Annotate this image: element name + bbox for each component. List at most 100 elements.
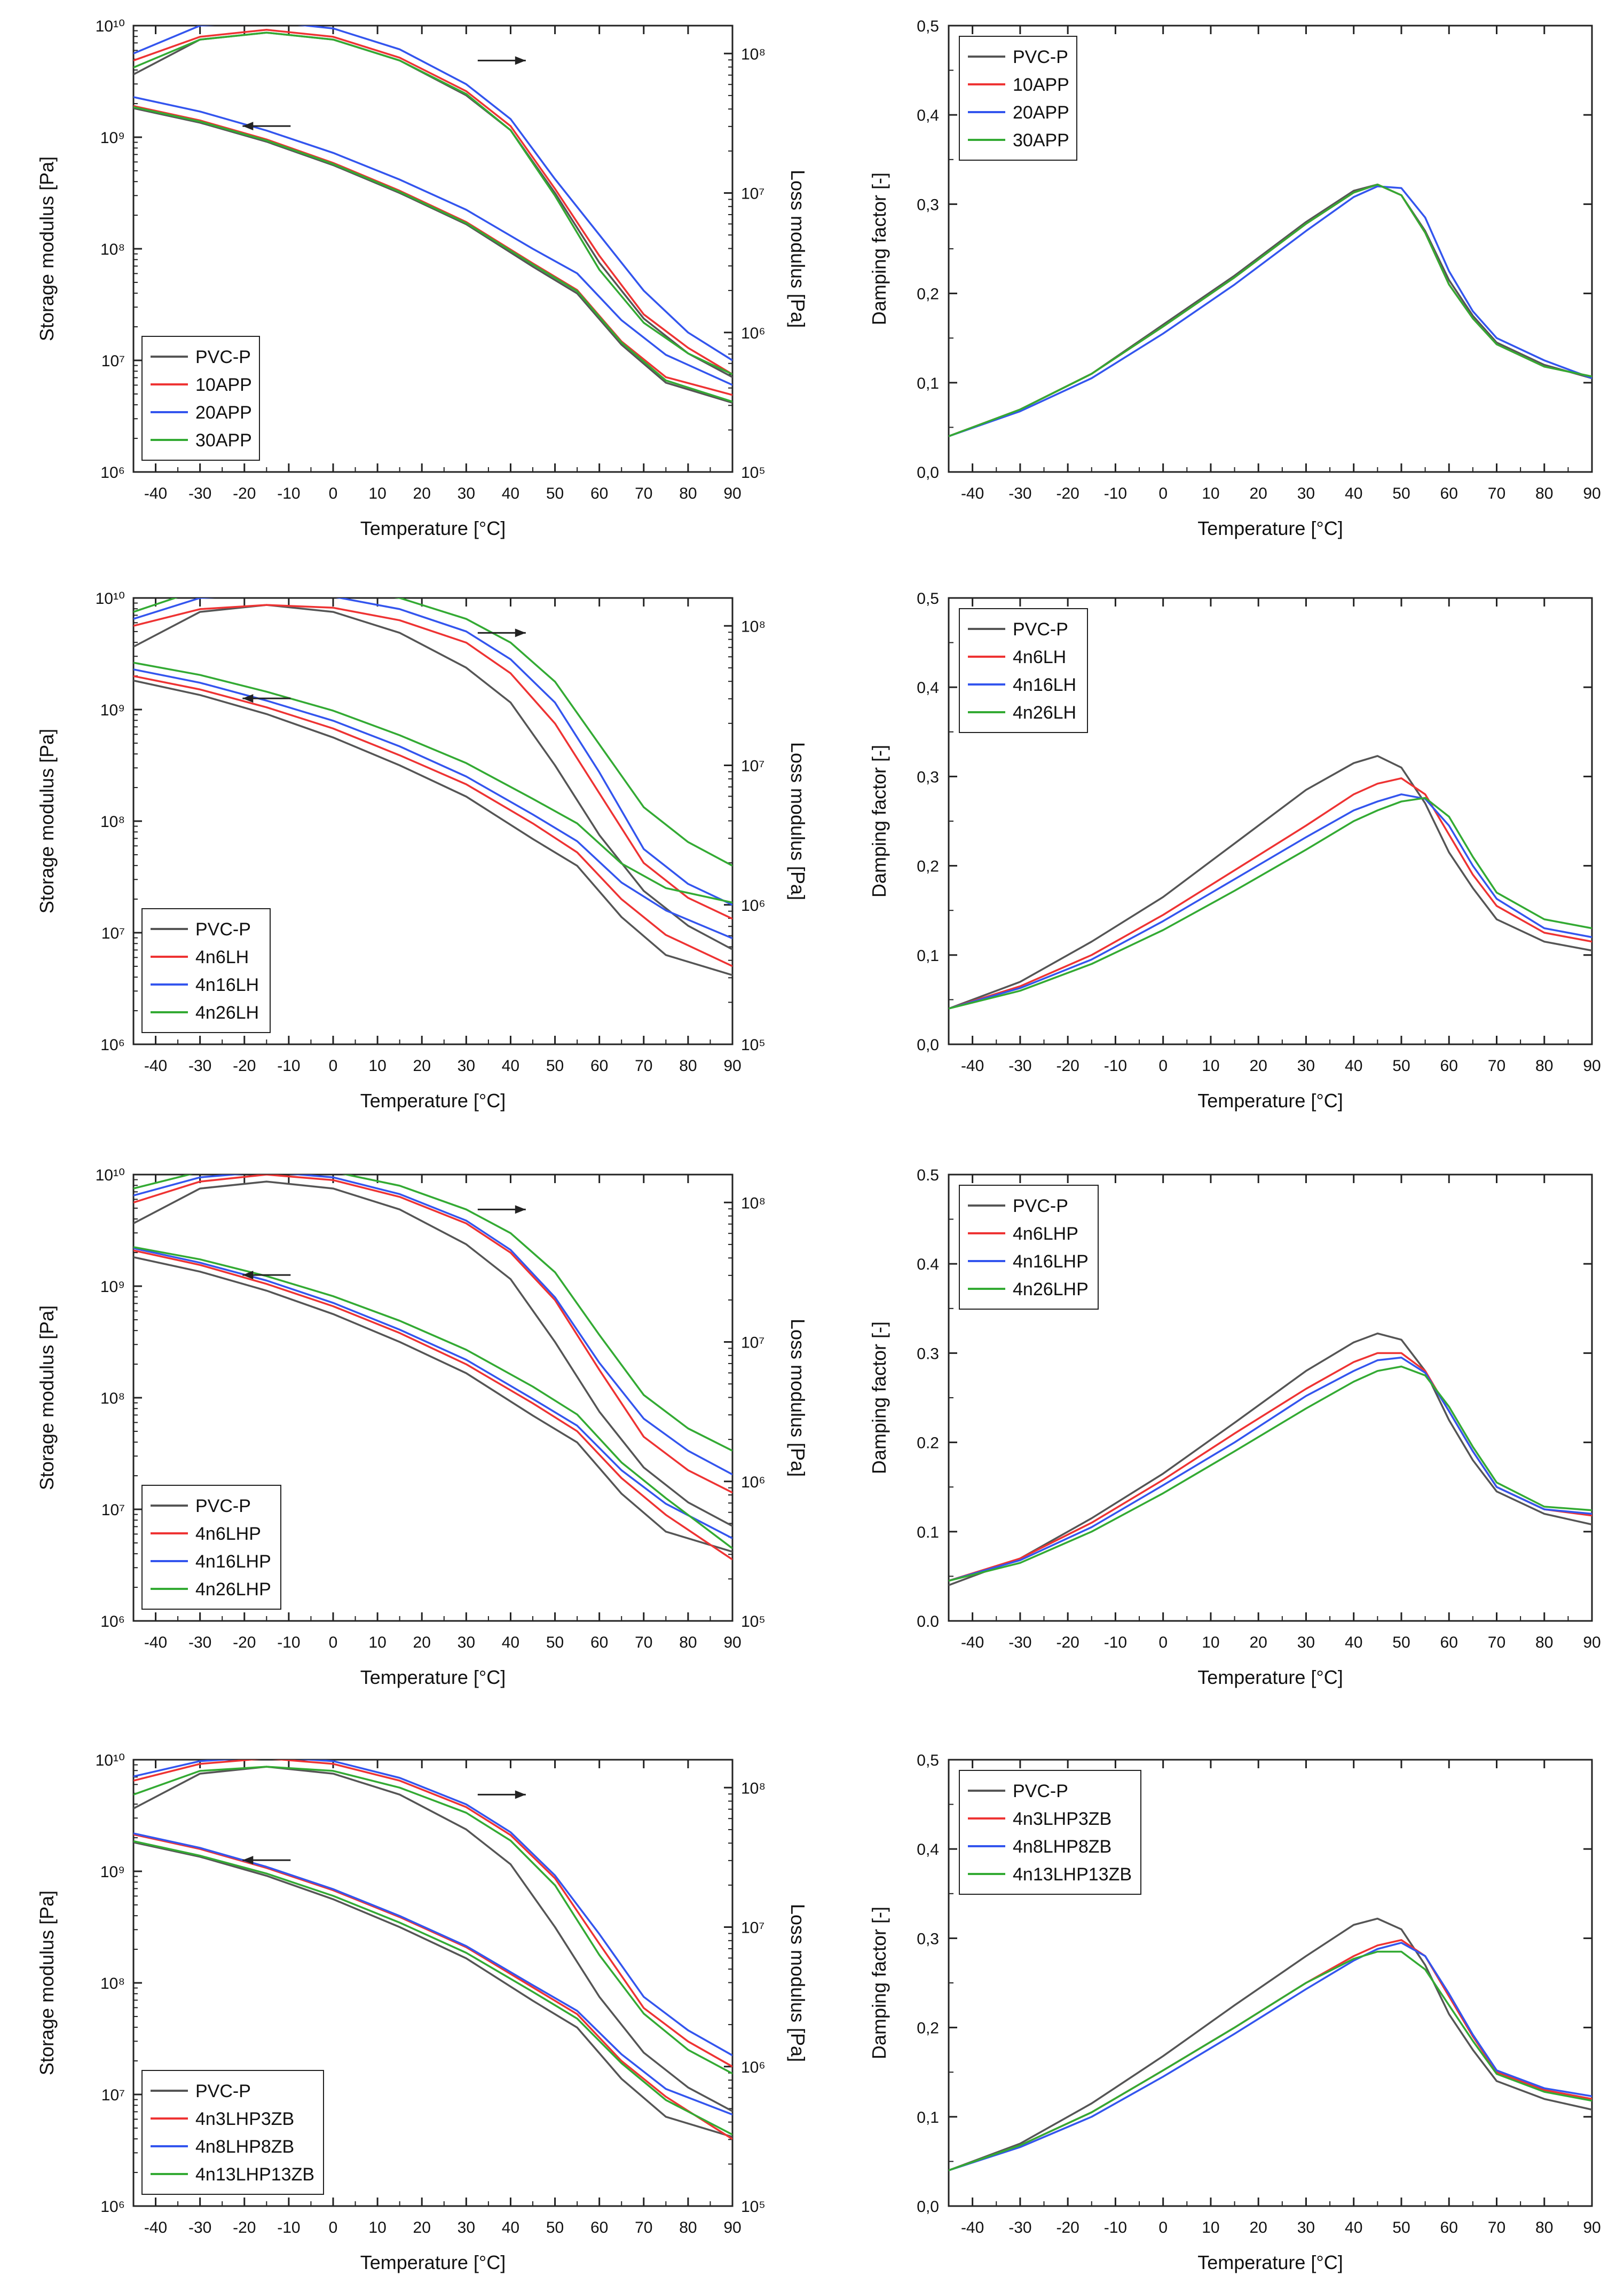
damping-line-4n16LHP xyxy=(949,1357,1592,1582)
x-tick-label: 70 xyxy=(1488,1057,1505,1075)
loss-line-4n13LHP13ZB xyxy=(133,1766,732,2075)
arrow-right-head xyxy=(515,1205,526,1214)
chart-panel-2: -40 -30 -20 -10 0 10 20 30 40 50 60 70 80 90 Temperatu… xyxy=(868,18,1601,539)
y2-axis-label: Loss modulus [Pa] xyxy=(787,170,809,328)
x-tick-label: 30 xyxy=(458,1634,475,1651)
x-tick-label: 40 xyxy=(502,1634,519,1651)
y-tick-label: 0.4 xyxy=(917,1256,939,1273)
loss-line-PVC-P xyxy=(133,1766,732,2112)
legend-label: 4n16LH xyxy=(195,975,259,995)
arrow-left-head xyxy=(242,1271,254,1280)
loss-line-4n16LHP xyxy=(133,1175,732,1476)
x-tick-label: 10 xyxy=(368,485,386,502)
y-tick-label: 0,0 xyxy=(917,2198,939,2216)
series-lines xyxy=(133,1760,732,2140)
legend-label: 4n26LH xyxy=(195,1003,259,1023)
y2-tick-label: 10⁵ xyxy=(741,464,766,482)
legend-label: 4n6LHP xyxy=(1013,1224,1078,1244)
legend-label: PVC-P xyxy=(195,919,251,940)
x-tick-label: -20 xyxy=(233,1057,256,1075)
damping-line-4n6LHP xyxy=(949,1352,1592,1582)
x-tick-label: -30 xyxy=(1008,2219,1031,2236)
x-tick-label: 90 xyxy=(723,2219,741,2236)
x-tick-label: -10 xyxy=(277,485,300,502)
storage-line-30APP xyxy=(133,106,732,403)
x-tick-label: -20 xyxy=(233,485,256,502)
x-tick-label: 40 xyxy=(502,2219,519,2236)
x-tick-label: 70 xyxy=(635,1057,652,1075)
damping-line-4n16LH xyxy=(949,793,1592,1010)
x-tick-label: 60 xyxy=(1440,2219,1458,2236)
x-tick-label: 40 xyxy=(1345,1634,1362,1651)
y-axis-label: Storage modulus [Pa] xyxy=(36,156,58,341)
series-lines xyxy=(133,1175,732,1561)
y-tick-label: 10⁹ xyxy=(100,1278,125,1296)
x-tick-label: -20 xyxy=(233,1634,256,1651)
y-tick-label: 10⁶ xyxy=(100,1036,125,1054)
x-tick-label: -40 xyxy=(144,1634,167,1651)
x-axis-label: Temperature [°C] xyxy=(1197,2251,1343,2273)
x-tick-label: 10 xyxy=(1202,1634,1219,1651)
y-tick-label: 10¹⁰ xyxy=(96,590,125,608)
legend-label: PVC-P xyxy=(1013,619,1068,640)
y-tick-label: 10⁶ xyxy=(100,2198,125,2216)
y2-axis-label: Loss modulus [Pa] xyxy=(787,1904,809,2062)
x-tick-label: 10 xyxy=(368,2219,386,2236)
x-tick-label: 10 xyxy=(368,1057,386,1075)
loss-line-PVC-P xyxy=(133,31,732,378)
loss-line-PVC-P xyxy=(133,604,732,950)
x-tick-label: -20 xyxy=(1056,485,1079,502)
legend-label: 4n16LH xyxy=(1013,675,1076,695)
y-axis-label: Storage modulus [Pa] xyxy=(36,729,58,913)
x-tick-label: -40 xyxy=(961,1057,984,1075)
x-tick-label: -30 xyxy=(1008,485,1031,502)
y-tick-label: 0,3 xyxy=(917,196,939,214)
x-tick-label: -40 xyxy=(144,485,167,502)
loss-line-30APP xyxy=(133,31,732,375)
y-tick-label: 10⁷ xyxy=(101,1501,125,1519)
legend-label: 4n3LHP3ZB xyxy=(1013,1809,1111,1829)
x-tick-label: -20 xyxy=(1056,2219,1079,2236)
x-tick-label: 80 xyxy=(679,2219,697,2236)
legend-label: 4n13LHP13ZB xyxy=(1013,1864,1132,1885)
x-tick-label: 20 xyxy=(1249,1634,1267,1651)
y-tick-label: 0,4 xyxy=(917,1841,939,1858)
loss-line-4n16LH xyxy=(133,598,732,906)
x-tick-label: 20 xyxy=(1249,1057,1267,1075)
x-tick-label: 90 xyxy=(723,1634,741,1651)
x-tick-label: -30 xyxy=(188,485,211,502)
y-tick-label: 10⁷ xyxy=(101,2086,125,2104)
x-tick-label: 50 xyxy=(1392,1057,1410,1075)
x-axis-label: Temperature [°C] xyxy=(360,2251,506,2273)
storage-line-4n16LH xyxy=(133,668,732,940)
y2-tick-label: 10⁸ xyxy=(741,45,766,63)
legend-label: 30APP xyxy=(1013,130,1069,151)
x-tick-label: -10 xyxy=(1104,485,1127,502)
x-tick-label: 20 xyxy=(413,485,431,502)
x-tick-label: 90 xyxy=(723,485,741,502)
y2-tick-label: 10⁸ xyxy=(741,1194,766,1212)
legend-label: PVC-P xyxy=(1013,1196,1068,1216)
x-tick-label: 70 xyxy=(1488,1634,1505,1651)
damping-line-4n26LHP xyxy=(949,1365,1592,1582)
x-tick-label: -40 xyxy=(144,2219,167,2236)
y-tick-label: 10⁶ xyxy=(100,1613,125,1631)
x-tick-label: 80 xyxy=(1535,2219,1553,2236)
loss-line-4n6LHP xyxy=(133,1175,732,1494)
x-tick-label: -10 xyxy=(277,1634,300,1651)
storage-line-4n26LHP xyxy=(133,1246,732,1549)
x-tick-label: 30 xyxy=(1297,1057,1315,1075)
x-tick-label: 10 xyxy=(1202,485,1219,502)
x-tick-label: 0 xyxy=(1158,1634,1168,1651)
loss-line-20APP xyxy=(133,26,732,361)
loss-line-4n6LH xyxy=(133,604,732,920)
loss-line-4n8LHP8ZB xyxy=(133,1760,732,2057)
x-tick-label: 30 xyxy=(1297,1634,1315,1651)
x-tick-label: -40 xyxy=(144,1057,167,1075)
arrow-right-head xyxy=(515,628,526,637)
x-axis-label: Temperature [°C] xyxy=(1197,1666,1343,1688)
x-tick-label: 0 xyxy=(329,485,338,502)
x-tick-label: 50 xyxy=(1392,2219,1410,2236)
x-tick-label: 0 xyxy=(1158,1057,1168,1075)
series-lines xyxy=(949,755,1592,1010)
